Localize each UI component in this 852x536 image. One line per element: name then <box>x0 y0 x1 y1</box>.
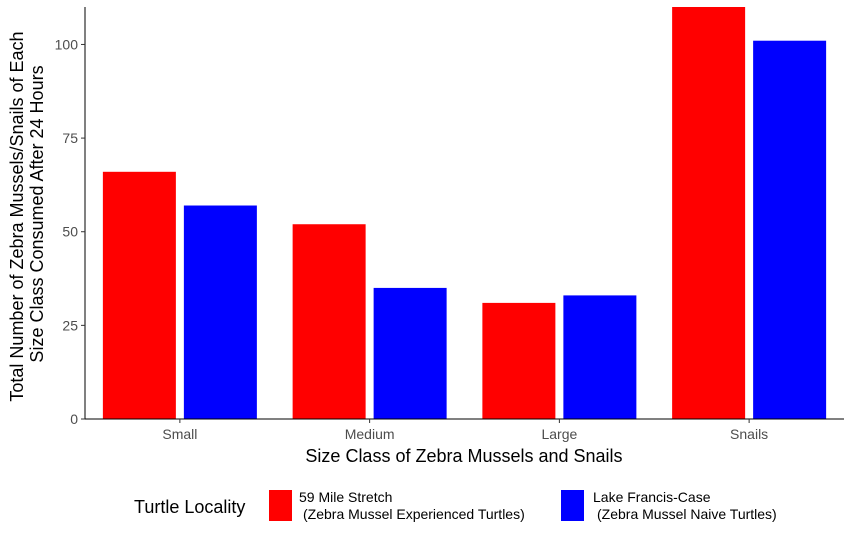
legend-title: Turtle Locality <box>134 497 245 517</box>
y-axis-title-line-1: Total Number of Zebra Mussels/Snails of … <box>7 31 27 401</box>
legend-label-0-line-1: 59 Mile Stretch <box>299 489 392 505</box>
legend: Turtle Locality 59 Mile Stretch (Zebra M… <box>134 489 777 522</box>
y-axis-title: Total Number of Zebra Mussels/Snails of … <box>7 26 47 401</box>
legend-label-59-mile-stretch: 59 Mile Stretch (Zebra Mussel Experience… <box>299 489 525 522</box>
bars-layer <box>102 7 827 419</box>
y-tick-label-25: 25 <box>62 317 78 333</box>
y-axis-title-line-2: Size Class Consumed After 24 Hours <box>27 65 47 362</box>
y-tick-label-75: 75 <box>62 130 78 146</box>
x-tick-label-large: Large <box>541 426 577 442</box>
bar-snails-series-1 <box>753 40 827 419</box>
y-tick-label-50: 50 <box>62 224 78 240</box>
legend-swatch-lake-francis-case <box>561 490 584 521</box>
legend-label-1-line-2: (Zebra Mussel Naive Turtles) <box>597 506 777 522</box>
bar-medium-series-1 <box>373 287 447 419</box>
y-axis-ticks: 0 25 50 75 100 <box>55 36 85 427</box>
x-tick-label-snails: Snails <box>730 426 768 442</box>
bar-large-series-0 <box>482 302 556 419</box>
legend-swatch-59-mile-stretch <box>269 490 292 521</box>
legend-label-0-line-2: (Zebra Mussel Experienced Turtles) <box>303 506 525 522</box>
y-tick-label-100: 100 <box>55 36 79 52</box>
x-tick-label-medium: Medium <box>345 426 395 442</box>
legend-label-lake-francis-case: Lake Francis-Case (Zebra Mussel Naive Tu… <box>593 489 777 522</box>
bar-snails-series-0 <box>672 7 746 419</box>
legend-label-1-line-1: Lake Francis-Case <box>593 489 711 505</box>
bar-small-series-1 <box>183 205 257 419</box>
bar-small-series-0 <box>102 171 176 419</box>
x-axis-title: Size Class of Zebra Mussels and Snails <box>305 446 622 466</box>
bar-large-series-1 <box>563 295 637 419</box>
x-axis-ticks: Small Medium Large Snails <box>162 419 768 442</box>
x-tick-label-small: Small <box>162 426 197 442</box>
y-tick-label-0: 0 <box>70 411 78 427</box>
bar-medium-series-0 <box>292 224 366 419</box>
